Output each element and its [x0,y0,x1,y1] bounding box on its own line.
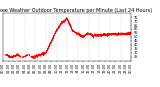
Title: Milwaukee Weather Outdoor Temperature per Minute (Last 24 Hours): Milwaukee Weather Outdoor Temperature pe… [0,8,152,13]
